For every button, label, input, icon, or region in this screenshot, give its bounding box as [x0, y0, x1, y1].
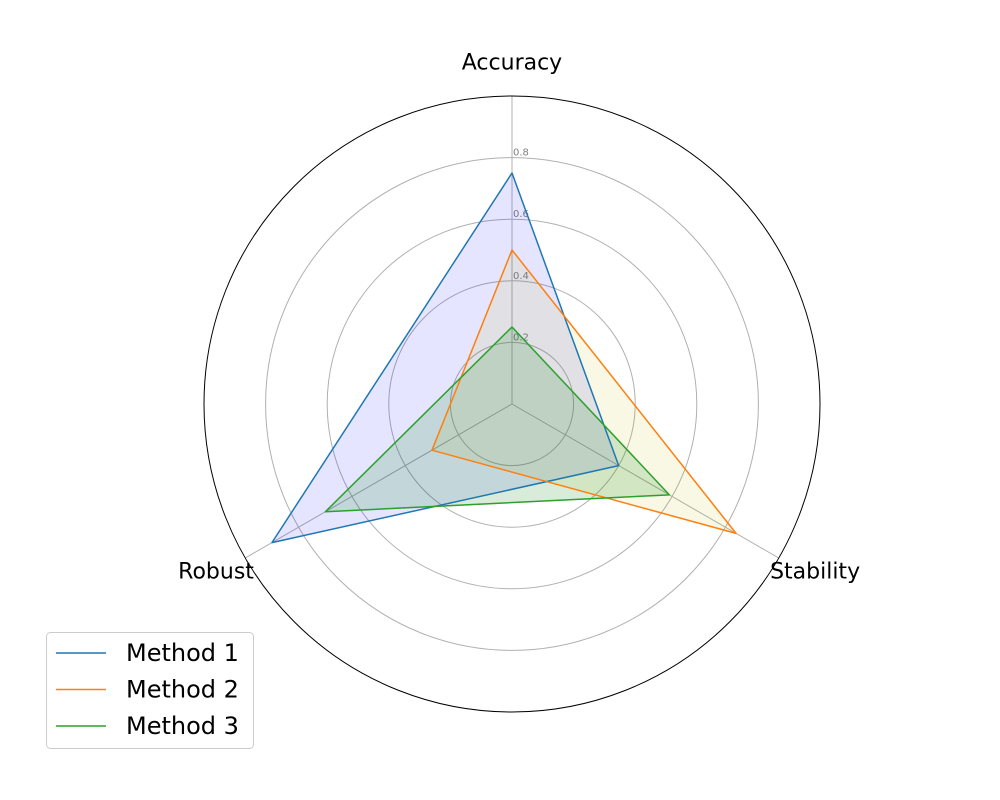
axis-labels: Accuracy Stability Robust — [178, 50, 860, 584]
outer-frame — [203, 95, 821, 713]
legend-label: Method 1 — [126, 639, 239, 667]
grid: 0.2 0.4 0.6 0.8 — [203, 95, 821, 713]
series-fill-1 — [271, 173, 619, 543]
series-line-3 — [324, 326, 671, 513]
legend: Method 1 Method 2 Method 3 — [46, 632, 254, 749]
r-tick-label: 0.8 — [513, 148, 529, 159]
series-fill-3 — [325, 327, 670, 512]
axis-label-stability: Stability — [770, 559, 860, 584]
series-line-1 — [271, 172, 620, 544]
grid-spoke — [245, 403, 513, 559]
r-tick-label: 0.6 — [513, 209, 529, 220]
axis-label-accuracy: Accuracy — [462, 50, 562, 75]
axis-label-robust: Robust — [178, 559, 254, 584]
series-layer — [271, 172, 737, 544]
r-tick-label: 0.2 — [513, 332, 529, 343]
legend-label: Method 2 — [126, 676, 239, 704]
series-line-2 — [431, 249, 737, 535]
legend-box — [46, 632, 254, 749]
r-tick-label: 0.4 — [513, 271, 529, 282]
series-fill-2 — [431, 250, 737, 534]
legend-label: Method 3 — [126, 712, 239, 740]
